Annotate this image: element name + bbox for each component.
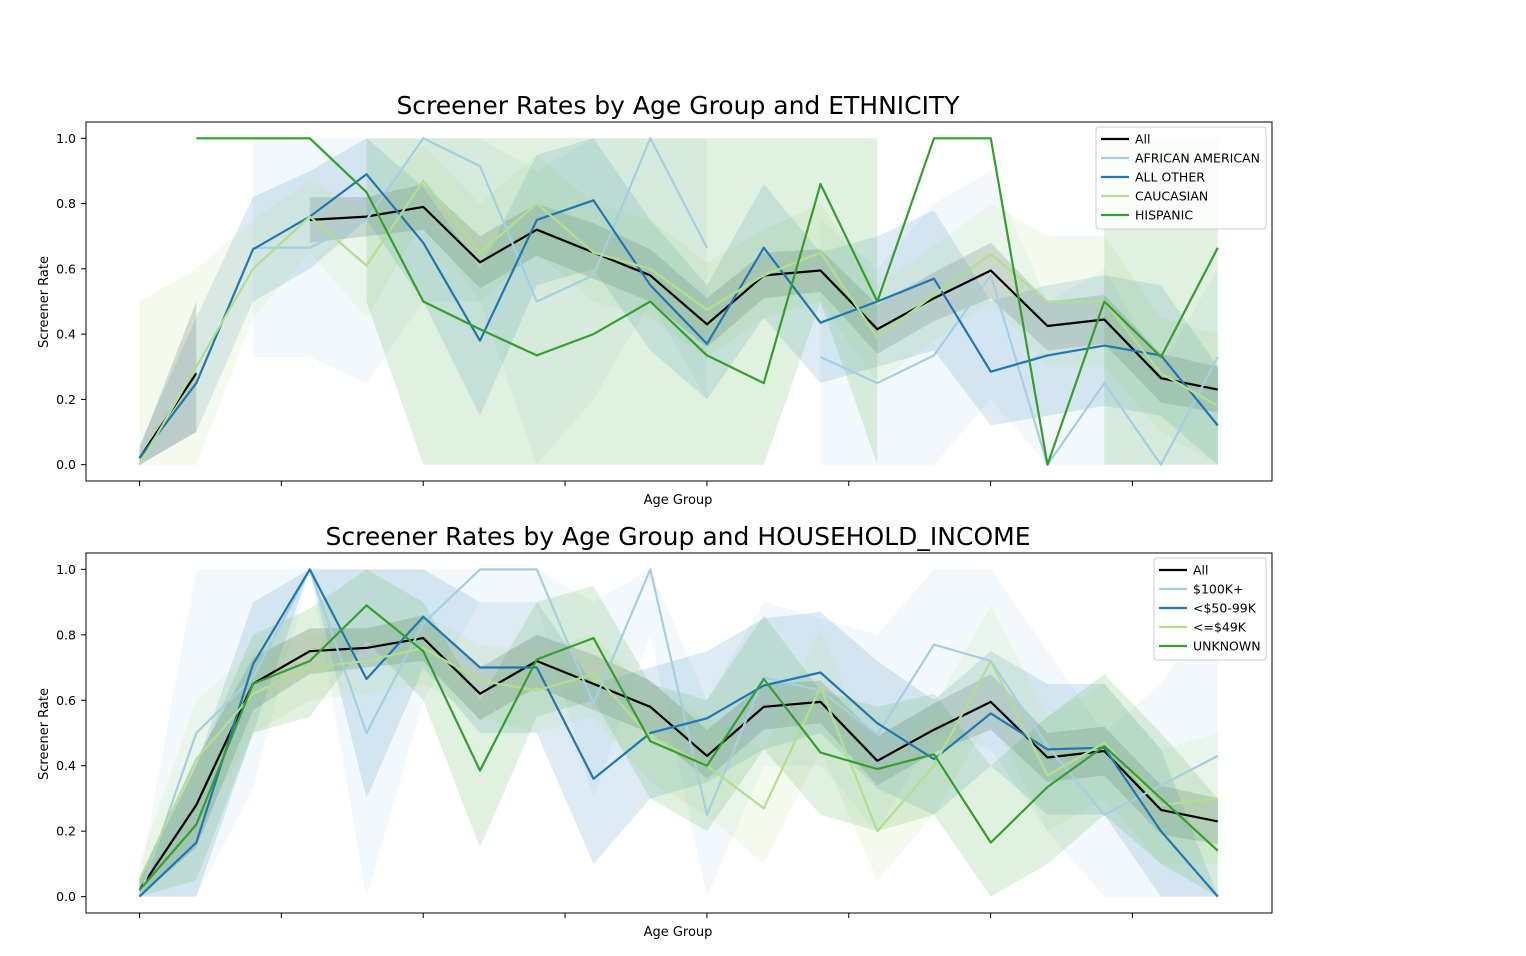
legend-label: AFRICAN AMERICAN xyxy=(1135,151,1260,166)
series-line-CAUCASIAN xyxy=(138,179,1219,466)
x-axis-label: Age Group xyxy=(644,493,713,508)
band-area xyxy=(139,301,197,465)
legend: All $100K+ <$50-99K <=$49K UNKNOWN xyxy=(1153,557,1267,661)
series-line-<=$49K xyxy=(138,646,1218,881)
legend-label: HISPANIC xyxy=(1135,208,1193,223)
band-area xyxy=(139,569,1218,897)
x-axis-label: Age Group xyxy=(644,925,713,940)
band-area xyxy=(820,171,1218,465)
y-tick-label: 0.2 xyxy=(56,824,76,839)
y-tick-label: 0.8 xyxy=(56,627,76,642)
confidence-band xyxy=(139,138,1218,465)
legend: All AFRICAN AMERICAN ALL OTHER CAUCASIAN HIS… xyxy=(1095,126,1267,230)
series-line-HISPANIC xyxy=(196,137,1219,466)
household-income-chart: Screener Rates by Age Group and HOUSEHOL… xyxy=(37,522,1273,940)
band-area xyxy=(309,184,1218,413)
ethnicity-chart: Screener Rates by Age Group and ETHNICIT… xyxy=(37,91,1273,508)
chart-title: Screener Rates by Age Group and HOUSEHOL… xyxy=(326,522,1031,551)
series-line-<$50-99K xyxy=(138,568,1219,898)
band-area xyxy=(366,138,878,465)
y-tick-label: 0.6 xyxy=(56,261,76,276)
y-axis-label: Screener Rate xyxy=(37,688,52,780)
series-line-ALL OTHER xyxy=(138,173,1219,459)
chart-title: Screener Rates by Age Group and ETHNICIT… xyxy=(396,91,960,120)
y-tick-label: 0.2 xyxy=(56,392,76,407)
legend-label: CAUCASIAN xyxy=(1135,189,1208,204)
legend-label: <$50-99K xyxy=(1193,601,1257,616)
legend-label: All xyxy=(1135,132,1151,147)
y-tick-label: 0.0 xyxy=(56,889,76,904)
plot-frame xyxy=(85,552,1273,914)
confidence-band xyxy=(139,184,1218,465)
plot-frame xyxy=(85,121,1273,482)
y-tick-label: 0.4 xyxy=(56,758,76,773)
series-line-AFRICAN AMERICAN xyxy=(253,137,708,303)
confidence-band xyxy=(139,569,1218,897)
y-tick-label: 0.6 xyxy=(56,693,76,708)
legend-box xyxy=(1095,126,1267,230)
series-line-AFRICAN AMERICAN xyxy=(820,274,1219,466)
y-tick-label: 1.0 xyxy=(56,562,76,577)
y-tick-label: 1.0 xyxy=(56,131,76,146)
legend-box xyxy=(1153,557,1267,661)
legend-label: UNKNOWN xyxy=(1193,639,1261,654)
y-axis-label: Screener Rate xyxy=(37,256,52,348)
legend-label: ALL OTHER xyxy=(1135,170,1205,185)
y-tick-label: 0.4 xyxy=(56,327,76,342)
y-tick-label: 0.8 xyxy=(56,196,76,211)
band-area xyxy=(139,138,1218,465)
y-tick-label: 0.0 xyxy=(56,457,76,472)
series-line-$100K+ xyxy=(138,568,1219,897)
legend-label: <=$49K xyxy=(1193,620,1247,635)
legend-label: All xyxy=(1193,563,1209,578)
series-line-UNKNOWN xyxy=(138,604,1219,891)
legend-label: $100K+ xyxy=(1193,582,1243,597)
